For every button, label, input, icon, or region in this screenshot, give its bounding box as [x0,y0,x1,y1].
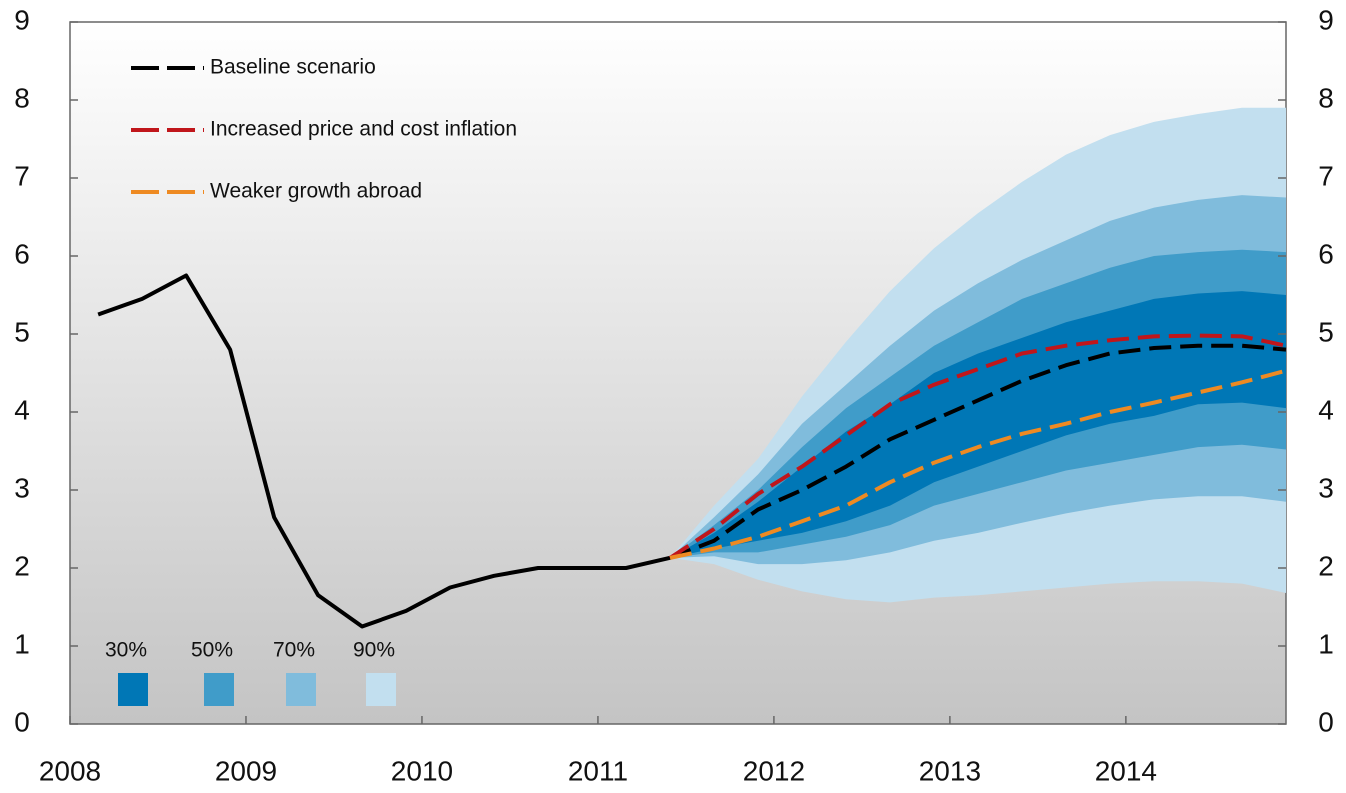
y-tick-label: 7 [14,160,30,191]
series-line [97,273,671,629]
y2-tick-label: 1 [1318,628,1334,659]
fan-band [670,291,1286,558]
legend-label: Increased price and cost inflation [210,118,517,141]
band-legend-swatch [118,673,148,706]
y-tick-label: 5 [14,316,30,347]
band-legend-label: 90% [353,639,395,662]
y2-tick-label: 5 [1318,316,1334,347]
y-tick-label: 0 [14,706,30,737]
legend-label: Baseline scenario [210,56,376,79]
y-tick-label: 1 [14,628,30,659]
y-tick-label: 6 [14,238,30,269]
x-tick-label: 2008 [39,755,101,786]
x-tick-label: 2010 [391,755,453,786]
y-tick-label: 9 [14,4,30,35]
y2-tick-label: 7 [1318,160,1334,191]
y-tick-label: 2 [14,550,30,581]
x-tick-label: 2014 [1095,755,1157,786]
y2-tick-label: 8 [1318,82,1334,113]
y2-tick-label: 3 [1318,472,1334,503]
band-legend-swatch [204,673,234,706]
y-tick-label: 8 [14,82,30,113]
y2-tick-label: 2 [1318,550,1334,581]
y2-tick-label: 6 [1318,238,1334,269]
x-tick-label: 2012 [743,755,805,786]
band-legend-label: 70% [273,639,315,662]
band-legend-label: 50% [191,639,233,662]
x-tick-label: 2013 [919,755,981,786]
series-line [669,368,1287,560]
series-line [668,333,1287,560]
band-legend-swatch [366,673,396,706]
band-legend-label: 30% [105,639,147,662]
y-tick-label: 3 [14,472,30,503]
x-tick-label: 2009 [215,755,277,786]
band-legend-swatch [286,673,316,706]
y2-tick-label: 4 [1318,394,1334,425]
y2-tick-label: 0 [1318,706,1334,737]
x-tick-label: 2011 [568,755,628,786]
series-line [669,343,1287,560]
y-tick-label: 4 [14,394,30,425]
legend-label: Weaker growth abroad [210,180,422,203]
y2-tick-label: 9 [1318,4,1334,35]
